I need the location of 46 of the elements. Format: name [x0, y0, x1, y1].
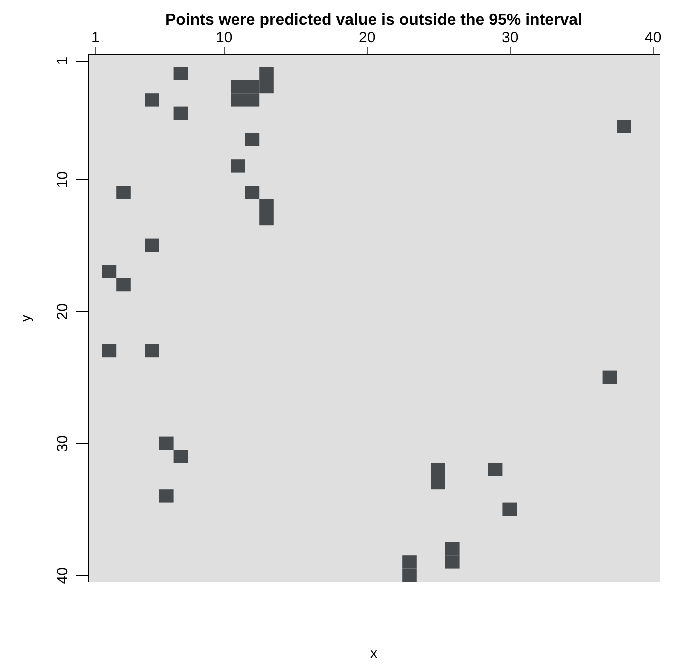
- chart-title: Points were predicted value is outside the 95% interval: [165, 12, 583, 29]
- point: [245, 186, 260, 200]
- point: [160, 436, 174, 450]
- y-tick-label: 40: [54, 568, 72, 584]
- point: [502, 502, 517, 516]
- point: [431, 463, 446, 476]
- point: [160, 490, 174, 503]
- point: [145, 344, 160, 358]
- point: [602, 370, 618, 384]
- point: [231, 160, 246, 173]
- point: [402, 568, 417, 582]
- point: [116, 278, 131, 292]
- point: [617, 120, 632, 134]
- point: [260, 67, 274, 80]
- point: [102, 265, 117, 278]
- x-axis-title: x: [370, 645, 378, 661]
- x-tick-label: 30: [502, 30, 519, 46]
- y-tick-label: 30: [54, 436, 72, 452]
- point: [245, 133, 260, 146]
- point: [174, 450, 188, 464]
- point: [488, 463, 503, 476]
- point: [245, 94, 260, 107]
- point: [174, 67, 188, 80]
- x-tick-label: 1: [91, 30, 100, 46]
- point: [102, 344, 117, 358]
- y-axis-title: y: [18, 315, 34, 322]
- point: [260, 199, 274, 212]
- point: [145, 238, 160, 252]
- point: [231, 94, 246, 107]
- y-tick-label: 20: [54, 304, 72, 320]
- point: [245, 80, 260, 94]
- point: [446, 542, 460, 556]
- point: [174, 106, 188, 120]
- point: [145, 94, 160, 107]
- y-tick-label: 10: [54, 172, 72, 188]
- x-tick-label: 20: [359, 30, 376, 46]
- point: [431, 476, 446, 490]
- point: [446, 556, 460, 569]
- y-tick-label: 1: [54, 56, 72, 66]
- point: [402, 556, 417, 569]
- point: [231, 80, 246, 94]
- point: [260, 212, 274, 226]
- point: [260, 80, 274, 94]
- x-tick-label: 40: [645, 30, 662, 46]
- point: [116, 186, 131, 200]
- x-tick-label: 10: [216, 30, 233, 46]
